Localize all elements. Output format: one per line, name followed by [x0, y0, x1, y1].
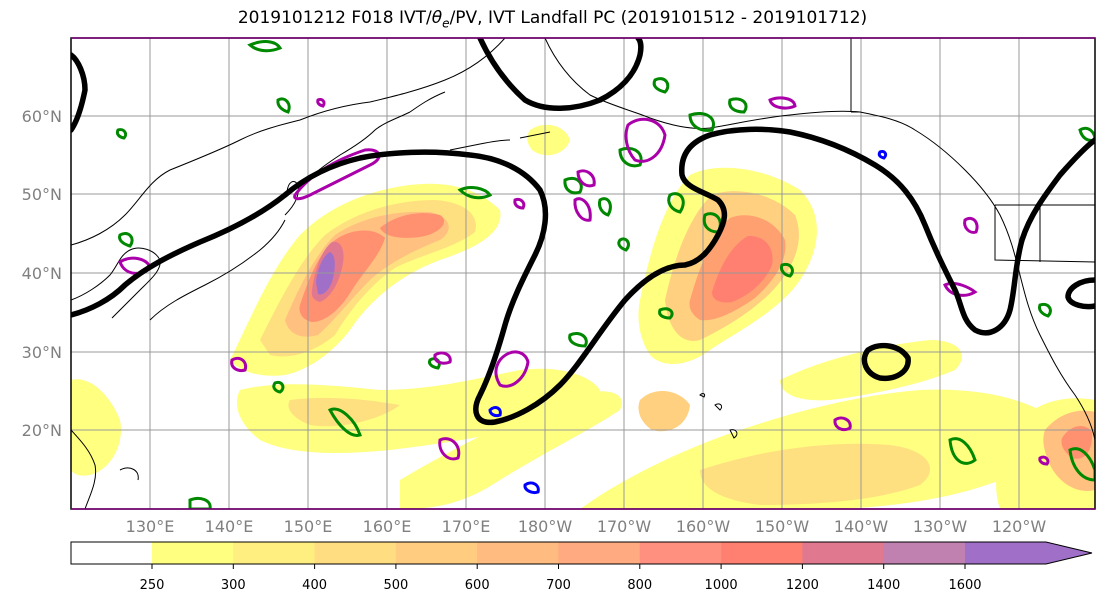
colorbar-tick-label: 1000: [705, 578, 738, 593]
colorbar-segment: [721, 542, 803, 564]
lat-label: 60°N: [22, 107, 62, 126]
colorbar-tick-label: 300: [221, 578, 246, 593]
colorbar-segment: [314, 542, 397, 564]
colorbar-segment: [395, 542, 478, 564]
lon-label: 120°W: [992, 517, 1047, 536]
coastlines: [71, 38, 1095, 509]
colorbar-segment: [558, 542, 641, 564]
colorbar-tick-label: 800: [627, 578, 652, 593]
lon-label: 150°E: [284, 517, 333, 536]
longitude-labels: 130°E 140°E 150°E 160°E 170°E 180°W 170°…: [126, 517, 1047, 536]
lon-label: 180°W: [518, 517, 573, 536]
colorbar-tick-label: 700: [546, 578, 571, 593]
graticule: [71, 38, 1095, 509]
colorbar-segment: [477, 542, 559, 564]
colorbar-tick-label: 500: [383, 578, 408, 593]
lon-label: 130°W: [913, 517, 968, 536]
lat-label: 20°N: [22, 421, 62, 440]
colorbar-segment: [802, 542, 885, 564]
lon-label: 160°E: [363, 517, 412, 536]
lon-label: 140°E: [205, 517, 254, 536]
lat-label: 30°N: [22, 343, 62, 362]
title-suffix: /PV, IVT Landfall PC (2019101512 - 20191…: [449, 8, 868, 28]
title-prefix: 2019101212 F018 IVT/: [237, 8, 432, 28]
colorbar-segment: [965, 542, 1047, 564]
latitude-labels: 60°N 50°N 40°N 30°N 20°N: [22, 107, 62, 440]
lon-label: 170°W: [597, 517, 652, 536]
lon-label: 170°E: [442, 517, 491, 536]
colorbar-segment: [639, 542, 722, 564]
colorbar-tick-label: 1600: [948, 578, 981, 593]
colorbar-tick-label: 1400: [867, 578, 900, 593]
lon-label: 130°E: [126, 517, 175, 536]
colorbar-extend-arrow: [1046, 542, 1092, 564]
colorbar: 250 300 400 500 600 700 800 1000 1200 1400 1600: [70, 541, 1093, 593]
title-theta: θ: [431, 8, 443, 28]
colorbar-segment: [152, 542, 234, 564]
colorbar-tick-label: 600: [465, 578, 490, 593]
colorbar-segments: [152, 542, 1047, 564]
lon-label: 140°W: [834, 517, 889, 536]
colorbar-outline: [70, 541, 1093, 565]
lon-label: 160°W: [676, 517, 731, 536]
theta-e-blue-contours: [488, 150, 888, 494]
title-subscript: e: [442, 16, 450, 31]
colorbar-ticks: 250 300 400 500 600 700 800 1000 1200 1400 1600: [140, 564, 982, 593]
colorbar-tick-label: 400: [302, 578, 327, 593]
pv-contours: [71, 38, 1095, 426]
lat-label: 40°N: [22, 264, 62, 283]
colorbar-segment-below: [71, 542, 152, 564]
lat-label: 50°N: [22, 185, 62, 204]
colorbar-segment: [883, 542, 966, 564]
colorbar-segment: [233, 542, 316, 564]
colorbar-tick-label: 1200: [786, 578, 819, 593]
colorbar-tick-label: 250: [140, 578, 165, 593]
lon-label: 150°W: [755, 517, 810, 536]
map-title: 2019101212 F018 IVT/θe/PV, IVT Landfall …: [0, 8, 1105, 30]
theta-e-cold-contours: [115, 40, 1095, 509]
